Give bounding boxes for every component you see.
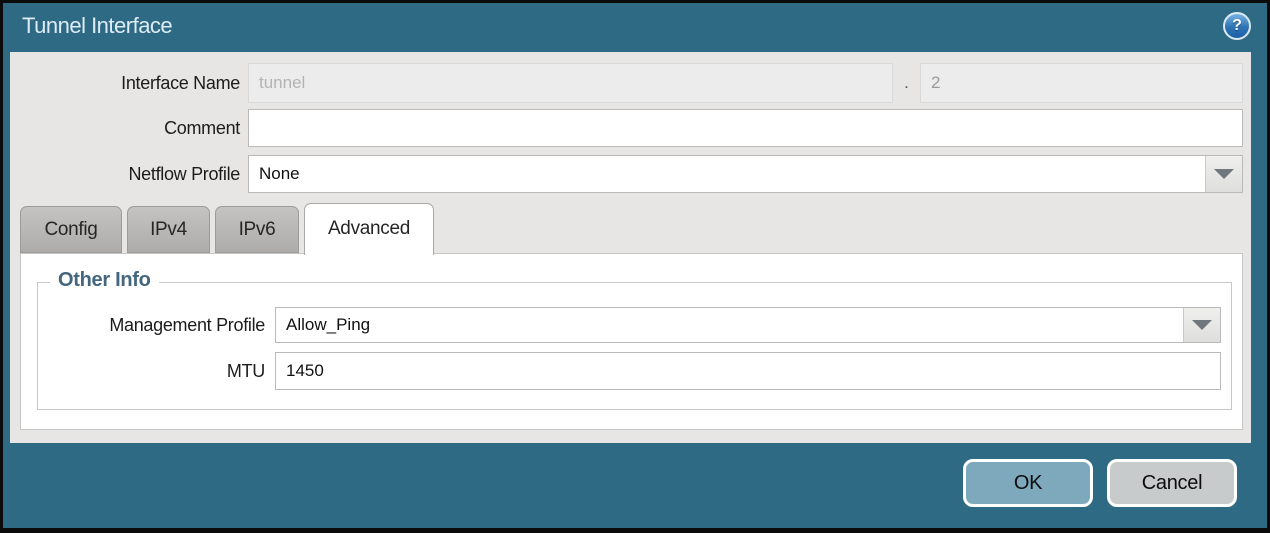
management-profile-select[interactable]: Allow_Ping [275, 307, 1221, 343]
interface-name-label: Interface Name [121, 73, 240, 93]
netflow-profile-select[interactable]: None [248, 155, 1243, 193]
chevron-down-icon [1192, 320, 1212, 330]
netflow-profile-value: None [249, 156, 1205, 192]
netflow-profile-label: Netflow Profile [128, 164, 240, 184]
dialog-body: Interface Name . Comment Netflow Profile… [10, 52, 1251, 443]
tab-ipv4[interactable]: IPv4 [127, 206, 210, 253]
mtu-label: MTU [226, 361, 265, 381]
tab-advanced[interactable]: Advanced [304, 203, 434, 255]
tab-config[interactable]: Config [20, 206, 122, 253]
cancel-button[interactable]: Cancel [1107, 459, 1237, 507]
management-profile-label: Management Profile [109, 315, 265, 335]
mtu-input[interactable] [275, 352, 1221, 390]
other-info-legend: Other Info [50, 269, 159, 292]
interface-name-unit-input [920, 63, 1243, 103]
management-profile-dropdown-button[interactable] [1183, 308, 1220, 342]
tab-ipv6[interactable]: IPv6 [215, 206, 299, 253]
interface-name-base-input [248, 63, 893, 103]
tab-bar: Config IPv4 IPv6 Advanced [20, 203, 434, 255]
comment-input[interactable] [248, 109, 1243, 147]
management-profile-value: Allow_Ping [276, 308, 1183, 342]
ok-button[interactable]: OK [963, 459, 1093, 507]
netflow-profile-dropdown-button[interactable] [1205, 156, 1242, 192]
dialog-title: Tunnel Interface [22, 13, 173, 38]
other-info-group: Other Info [37, 269, 1232, 410]
question-mark-icon: ? [1232, 17, 1242, 34]
interface-name-separator: . [904, 73, 909, 92]
help-button[interactable]: ? [1223, 12, 1251, 40]
chevron-down-icon [1214, 169, 1234, 179]
comment-label: Comment [164, 118, 240, 138]
